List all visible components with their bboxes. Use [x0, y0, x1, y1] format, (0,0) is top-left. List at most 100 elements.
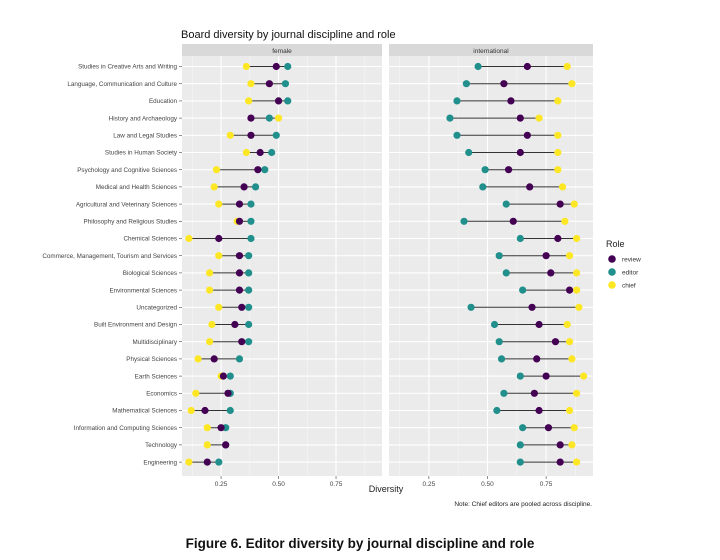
x-tick-label: 0.25 — [423, 481, 436, 488]
figure-caption: Figure 6. Editor diversity by journal di… — [185, 536, 535, 551]
legend-key-chief — [608, 281, 616, 289]
category-label: Environmental Sciences — [109, 287, 177, 294]
category-label: Law and Legal Studies — [113, 133, 177, 140]
point-review — [535, 320, 543, 329]
legend: Role review editor chief — [606, 239, 641, 289]
point-review — [523, 131, 531, 139]
point-review — [556, 200, 564, 208]
point-review — [526, 183, 534, 191]
point-review — [224, 389, 232, 397]
chart-note: Note: Chief editors are pooled across di… — [454, 501, 592, 508]
point-editor — [268, 148, 276, 157]
point-editor — [446, 114, 454, 122]
point-editor — [215, 458, 223, 466]
category-label: Physical Sciences — [126, 356, 177, 363]
panel-background — [182, 56, 382, 476]
point-editor — [519, 424, 527, 432]
point-editor — [481, 166, 489, 174]
point-editor — [519, 286, 527, 294]
legend-label-review: review — [622, 256, 641, 263]
point-chief — [568, 441, 576, 449]
point-review — [533, 355, 541, 363]
point-review — [272, 62, 280, 71]
point-chief — [565, 338, 574, 346]
point-chief — [554, 97, 562, 105]
point-review — [254, 166, 262, 174]
point-editor — [500, 389, 508, 397]
point-editor — [281, 80, 290, 88]
point-editor — [462, 80, 470, 88]
chart-title: Board diversity by journal discipline an… — [181, 29, 396, 41]
point-review — [256, 148, 264, 157]
point-review — [201, 406, 209, 415]
point-review — [556, 441, 564, 449]
point-chief — [563, 62, 571, 71]
point-editor — [226, 406, 234, 415]
point-editor — [251, 183, 260, 191]
panels: female 0.25 0.50 0.75 international 0.25 0.50 0… — [182, 44, 593, 488]
point-editor — [516, 441, 524, 449]
point-review — [247, 131, 255, 139]
point-review — [238, 338, 246, 346]
panel-female: female 0.25 0.50 0.75 — [182, 44, 382, 488]
point-chief — [535, 114, 543, 122]
point-chief — [247, 80, 255, 88]
point-review — [219, 372, 227, 380]
point-editor — [245, 338, 253, 346]
point-chief — [185, 234, 193, 243]
point-review — [274, 97, 283, 105]
category-label: Economics — [146, 391, 177, 398]
point-editor — [245, 269, 253, 277]
point-review — [500, 80, 508, 88]
point-editor — [247, 217, 255, 225]
point-review — [528, 303, 536, 311]
category-label: Studies in Creative Arts and Writing — [78, 64, 177, 71]
point-chief — [575, 303, 583, 311]
point-chief — [561, 217, 569, 225]
point-review — [530, 389, 538, 397]
point-review — [551, 338, 560, 346]
category-label: Built Environment and Design — [94, 322, 177, 329]
point-review — [231, 320, 239, 329]
point-review — [507, 97, 515, 105]
point-chief — [226, 131, 234, 139]
point-editor — [479, 183, 487, 191]
point-editor — [516, 458, 524, 466]
point-review — [247, 114, 255, 122]
point-editor — [497, 355, 506, 363]
point-chief — [187, 406, 195, 415]
category-label: History and Archaeology — [109, 115, 178, 122]
point-chief — [215, 252, 223, 260]
point-review — [238, 303, 246, 311]
point-editor — [474, 62, 482, 71]
point-chief — [565, 406, 574, 415]
point-review — [235, 269, 244, 277]
point-chief — [568, 80, 576, 88]
point-review — [544, 424, 553, 432]
category-labels: Studies in Creative Arts and Writing Lang… — [42, 64, 182, 466]
point-editor — [265, 114, 273, 122]
panel-strip-label: female — [272, 48, 292, 55]
point-chief — [274, 114, 283, 122]
category-label: Philosophy and Religious Studies — [84, 219, 177, 226]
point-review — [516, 148, 524, 157]
point-review — [265, 80, 273, 88]
category-label: Studies in Human Society — [105, 150, 178, 157]
point-editor — [490, 320, 499, 329]
point-chief — [558, 183, 567, 191]
panel-strip-label: international — [473, 48, 509, 55]
point-review — [504, 166, 513, 174]
point-chief — [208, 320, 216, 329]
panel-background — [389, 56, 593, 476]
point-review — [210, 355, 218, 363]
point-chief — [215, 200, 223, 208]
category-label: Psychology and Cognitive Sciences — [77, 167, 177, 174]
point-chief — [194, 355, 202, 363]
point-review — [235, 252, 244, 260]
point-editor — [245, 303, 253, 311]
point-review — [235, 217, 244, 225]
category-label: Multidisciplinary — [133, 339, 178, 346]
point-editor — [493, 406, 501, 415]
point-editor — [261, 166, 269, 174]
x-tick-label: 0.75 — [330, 481, 343, 488]
